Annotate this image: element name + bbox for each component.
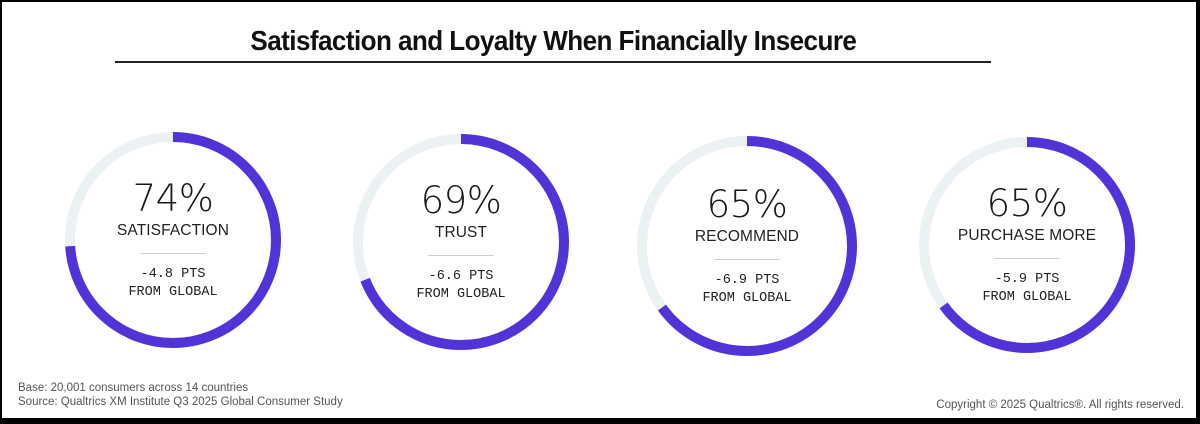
metric-delta: -4.8 PTS FROM GLOBAL — [53, 266, 293, 302]
donut-value-arc — [919, 137, 1135, 353]
infographic-frame: Satisfaction and Loyalty When Financiall… — [2, 2, 1196, 418]
source-note: Source: Qualtrics XM Institute Q3 2025 G… — [18, 396, 343, 408]
donut-gauge-satisfaction: 74% SATISFACTION -4.8 PTS FROM GLOBAL — [53, 120, 293, 360]
delta-value: -4.8 PTS — [140, 267, 206, 282]
delta-value: -5.9 PTS — [994, 272, 1060, 287]
donut-value-arc — [353, 134, 569, 350]
base-note: Base: 20,001 consumers across 14 countri… — [18, 382, 249, 394]
delta-value: -6.6 PTS — [428, 269, 494, 284]
metric-delta: -5.9 PTS FROM GLOBAL — [907, 271, 1147, 307]
metric-divider — [140, 253, 206, 254]
metric-divider — [428, 255, 494, 256]
metric-value: 69% — [420, 179, 502, 222]
copyright-notice: Copyright © 2025 Qualtrics®. All rights … — [936, 399, 1184, 411]
delta-caption: FROM GLOBAL — [128, 285, 218, 300]
donut-gauge-trust: 69% TRUST -6.6 PTS FROM GLOBAL — [341, 122, 581, 362]
metric-value: 65% — [706, 183, 788, 226]
metric-delta: -6.6 PTS FROM GLOBAL — [341, 268, 581, 304]
donut-ring — [919, 137, 1135, 353]
donut-value-arc — [65, 132, 281, 348]
donut-ring — [65, 132, 281, 348]
donut-ring — [637, 136, 857, 356]
donut-gauge-recommend: 65% RECOMMEND -6.9 PTS FROM GLOBAL — [627, 126, 867, 366]
delta-caption: FROM GLOBAL — [416, 287, 506, 302]
donut-value-arc — [637, 136, 857, 356]
delta-caption: FROM GLOBAL — [982, 290, 1072, 305]
delta-caption: FROM GLOBAL — [702, 291, 792, 306]
metric-label: RECOMMEND — [694, 228, 800, 245]
delta-value: -6.9 PTS — [714, 273, 780, 288]
metric-label: TRUST — [434, 224, 488, 241]
metric-divider — [714, 259, 780, 260]
footer-notes: Base: 20,001 consumers across 14 countri… — [18, 381, 343, 409]
chart-title: Satisfaction and Loyalty When Financiall… — [250, 25, 857, 56]
donut-gauge-purchase-more: 65% PURCHASE MORE -5.9 PTS FROM GLOBAL — [907, 125, 1147, 365]
title-underline — [115, 61, 991, 63]
metric-label: PURCHASE MORE — [957, 227, 1097, 244]
donut-ring — [353, 134, 569, 350]
metric-delta: -6.9 PTS FROM GLOBAL — [627, 272, 867, 308]
metric-value: 65% — [986, 182, 1068, 225]
metric-label: SATISFACTION — [116, 222, 229, 239]
metric-divider — [994, 258, 1060, 259]
metric-value: 74% — [132, 177, 214, 220]
